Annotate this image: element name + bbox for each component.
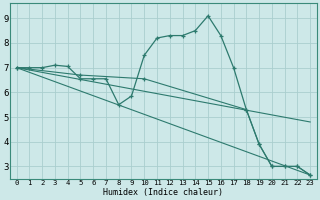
X-axis label: Humidex (Indice chaleur): Humidex (Indice chaleur) [103, 188, 223, 197]
